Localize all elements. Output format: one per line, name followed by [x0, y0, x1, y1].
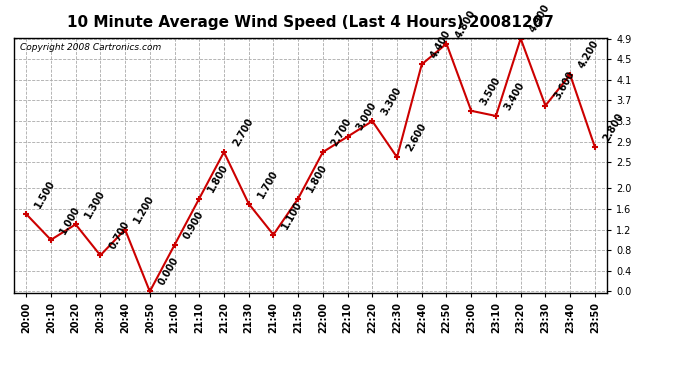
Text: 3.400: 3.400 [503, 80, 527, 112]
Text: 2.700: 2.700 [330, 116, 354, 148]
Text: 1.800: 1.800 [305, 163, 329, 194]
Text: 1.700: 1.700 [255, 168, 279, 200]
Text: 2.700: 2.700 [231, 116, 255, 148]
Text: 2.600: 2.600 [404, 122, 428, 153]
Text: Copyright 2008 Cartronics.com: Copyright 2008 Cartronics.com [20, 43, 161, 52]
Text: 0.900: 0.900 [181, 209, 206, 241]
Text: 4.400: 4.400 [428, 28, 453, 60]
Text: 4.900: 4.900 [528, 3, 551, 34]
Text: 1.300: 1.300 [83, 189, 106, 220]
Text: 0.000: 0.000 [157, 256, 181, 287]
Text: 3.000: 3.000 [355, 101, 379, 132]
Text: 0.700: 0.700 [107, 219, 131, 251]
Text: 1.200: 1.200 [132, 194, 156, 225]
Text: 2.800: 2.800 [602, 111, 626, 143]
Text: 10 Minute Average Wind Speed (Last 4 Hours) 20081207: 10 Minute Average Wind Speed (Last 4 Hou… [67, 15, 554, 30]
Text: 1.000: 1.000 [58, 204, 82, 236]
Text: 1.500: 1.500 [33, 178, 57, 210]
Text: 1.800: 1.800 [206, 163, 230, 194]
Text: 1.100: 1.100 [280, 199, 304, 231]
Text: 3.300: 3.300 [380, 86, 403, 117]
Text: 3.600: 3.600 [552, 70, 576, 102]
Text: 3.500: 3.500 [478, 75, 502, 106]
Text: 4.200: 4.200 [577, 39, 601, 70]
Text: 4.800: 4.800 [453, 8, 477, 39]
